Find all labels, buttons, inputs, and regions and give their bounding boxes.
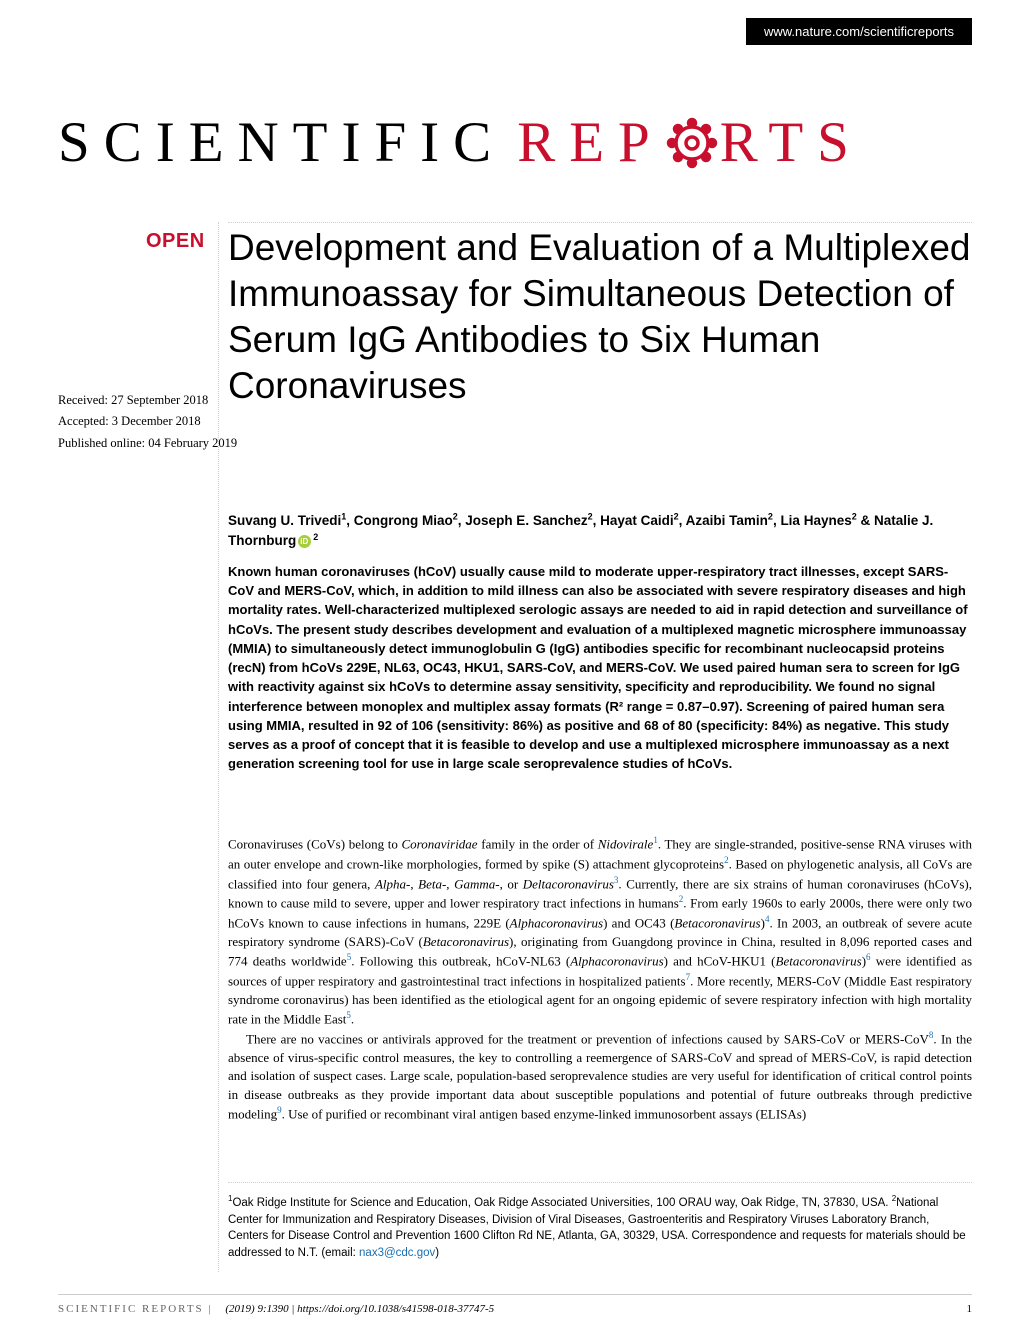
journal-logo: SCIENTIFIC REP RTS <box>58 110 863 175</box>
date-accepted: Accepted: 3 December 2018 <box>58 411 237 432</box>
footer-citation: (2019) 9:1390 | https://doi.org/10.1038/… <box>225 1303 494 1315</box>
body-paragraph-2: There are no vaccines or antivirals appr… <box>228 1029 972 1124</box>
affiliations: 1Oak Ridge Institute for Science and Edu… <box>228 1193 972 1262</box>
abstract: Known human coronaviruses (hCoV) usually… <box>228 562 972 774</box>
authors-text: Suvang U. Trivedi1, Congrong Miao2, Jose… <box>228 513 933 549</box>
gear-icon <box>664 115 720 171</box>
logo-rts: RTS <box>720 110 863 175</box>
footer-journal: SCIENTIFIC REPORTS | <box>58 1303 213 1315</box>
dotted-divider-top <box>228 222 972 223</box>
body-paragraph-1: Coronaviruses (CoVs) belong to Coronavir… <box>228 834 972 1029</box>
article-title: Development and Evaluation of a Multiple… <box>228 225 972 409</box>
website-bar[interactable]: www.nature.com/scientificreports <box>746 18 972 45</box>
author-list: Suvang U. Trivedi1, Congrong Miao2, Jose… <box>228 510 972 552</box>
logo-scientific: SCIENTIFIC <box>58 110 505 175</box>
footer-page-number: 1 <box>967 1303 973 1315</box>
body-text: Coronaviruses (CoVs) belong to Coronavir… <box>228 834 972 1124</box>
date-published: Published online: 04 February 2019 <box>58 433 237 454</box>
page-footer: SCIENTIFIC REPORTS | (2019) 9:1390 | htt… <box>58 1294 972 1315</box>
dotted-divider-left <box>218 222 219 1272</box>
logo-rep: REP <box>517 110 664 175</box>
article-dates: Received: 27 September 2018 Accepted: 3 … <box>58 390 237 454</box>
dotted-divider-affil <box>228 1182 972 1183</box>
website-url: www.nature.com/scientificreports <box>764 24 954 39</box>
author-last-affil: 2 <box>313 532 318 542</box>
orcid-icon[interactable] <box>298 535 311 548</box>
date-received: Received: 27 September 2018 <box>58 390 237 411</box>
open-access-badge: OPEN <box>146 230 205 253</box>
